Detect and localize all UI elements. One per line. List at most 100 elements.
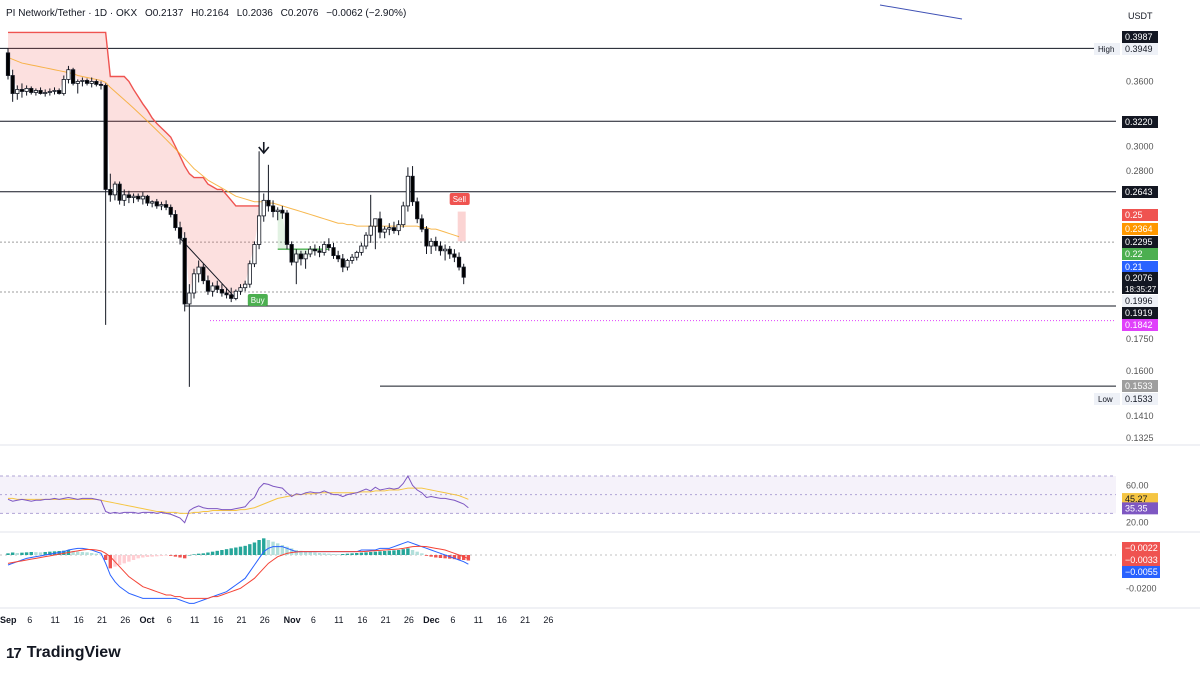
macd-histogram-bar <box>224 549 229 555</box>
macd-histogram-bar <box>308 552 312 555</box>
macd-histogram-bar <box>183 555 187 559</box>
macd-tag <box>1122 542 1160 554</box>
macd-histogram-bar <box>243 545 247 555</box>
macd-histogram-bar <box>99 554 103 555</box>
candle <box>308 248 313 255</box>
candle <box>57 90 62 94</box>
rsi-line <box>7 474 469 524</box>
candle <box>280 209 285 214</box>
macd-histogram-bar <box>364 552 368 555</box>
macd-histogram-bar <box>396 550 401 555</box>
buy-signal-badge <box>247 294 268 306</box>
rsi-tag-value: 35.35 <box>1125 503 1148 513</box>
candle <box>163 204 169 208</box>
symbol-label[interactable]: PI Network/Tether · 1D · OKX <box>6 8 138 19</box>
macd-histogram-bar <box>457 555 461 560</box>
macd-histogram-bar <box>155 555 159 557</box>
macd-histogram-bar <box>289 548 294 555</box>
candle <box>15 89 20 94</box>
price-tag <box>1122 186 1158 198</box>
macd-histogram-bar <box>201 553 205 555</box>
candle <box>461 266 466 278</box>
tradingview-brand[interactable]: 17 TradingView <box>6 644 121 662</box>
macd-histogram-bar <box>229 548 233 555</box>
arrow-down-icon <box>258 142 270 155</box>
ohlc-high: H0.2164 <box>191 8 229 19</box>
macd-histogram-bar <box>462 555 466 560</box>
candle <box>447 248 452 255</box>
macd-histogram-bar <box>424 555 429 556</box>
candle <box>29 88 34 93</box>
candle <box>89 81 94 84</box>
macd-histogram-bar <box>210 551 215 555</box>
candle <box>233 290 238 299</box>
macd-histogram-bar <box>359 552 364 555</box>
price-tag-value: 0.22 <box>1125 249 1143 259</box>
macd-line <box>7 541 469 604</box>
time-tick: 21 <box>97 615 107 625</box>
macd-histogram-bar <box>206 552 210 555</box>
candle <box>377 218 383 233</box>
candle <box>340 258 345 268</box>
macd-histogram-bar <box>452 555 457 560</box>
candle <box>252 244 257 265</box>
candle <box>396 224 401 232</box>
candle <box>52 90 57 92</box>
macd-histogram-bar <box>322 553 326 555</box>
candle <box>187 292 192 305</box>
ohlc-low: L0.2036 <box>236 8 273 19</box>
macd-histogram-bar <box>420 553 424 555</box>
candle <box>303 253 308 260</box>
macd-histogram-bar <box>336 554 340 555</box>
candle <box>349 256 355 261</box>
macd-histogram-bar <box>415 551 419 555</box>
price-tag-value: 0.1533 <box>1125 394 1153 404</box>
macd-histogram-bar <box>108 555 112 569</box>
candle <box>33 90 39 93</box>
time-tick: 21 <box>381 615 391 625</box>
macd-histogram-bar <box>178 555 182 558</box>
candle <box>182 237 187 305</box>
candle <box>103 85 108 190</box>
candle <box>275 209 280 212</box>
time-tick: Dec <box>423 615 440 625</box>
candle <box>131 195 136 198</box>
price-tag-value: 0.1919 <box>1125 308 1153 318</box>
macd-histogram-bar <box>327 553 331 555</box>
price-tag-value: 0.25 <box>1125 210 1143 220</box>
macd-histogram-bar <box>238 546 243 555</box>
price-tag <box>1122 43 1158 55</box>
macd-histogram-bar <box>257 540 261 555</box>
ohlc-close: C0.2076 <box>280 8 319 19</box>
price-note-badge <box>1094 43 1120 55</box>
candle <box>289 244 294 263</box>
price-tag <box>1122 248 1158 260</box>
candle <box>168 206 173 215</box>
candle <box>368 225 373 236</box>
macd-histogram-bar <box>313 552 317 555</box>
candle <box>363 234 369 247</box>
macd-histogram-bar <box>220 550 224 555</box>
candle <box>24 88 29 92</box>
time-tick: 26 <box>404 615 414 625</box>
macd-histogram-bar <box>76 551 80 555</box>
rsi-ma-line <box>8 487 469 514</box>
candle <box>71 69 76 84</box>
time-tick: Oct <box>140 615 155 625</box>
candle <box>177 227 183 239</box>
price-tag <box>1122 319 1158 331</box>
candle <box>266 199 271 207</box>
candle <box>373 218 378 227</box>
candle <box>429 240 434 247</box>
candle <box>84 80 90 84</box>
rsi-tick: 60.00 <box>1126 480 1149 490</box>
candle <box>391 227 397 232</box>
candle <box>326 244 331 249</box>
macd-histogram-bar <box>169 555 173 556</box>
price-note: Low <box>1098 395 1113 404</box>
candle <box>210 285 215 292</box>
price-tag-value: 0.21 <box>1125 262 1143 272</box>
price-tag <box>1122 295 1158 307</box>
time-tick: 16 <box>497 615 507 625</box>
